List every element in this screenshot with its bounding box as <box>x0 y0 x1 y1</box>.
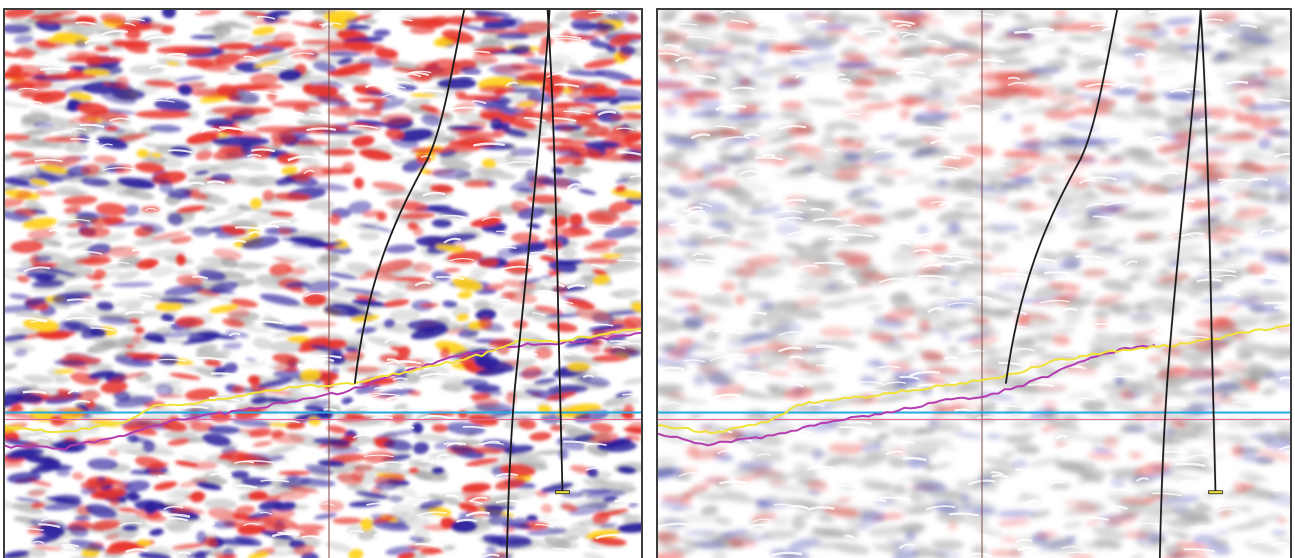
seismic-image-right <box>658 10 1290 558</box>
horizon-magenta <box>5 331 641 451</box>
horizon-yellow <box>5 327 641 434</box>
well-path-2 <box>1158 10 1202 558</box>
well-path-2 <box>505 10 551 558</box>
well-path-3 <box>546 10 564 493</box>
seismic-amplitude-texture <box>658 10 1290 558</box>
seismic-panel-left <box>3 8 643 558</box>
well-end-marker <box>1208 490 1223 495</box>
seismic-wave-streaks <box>658 10 1290 558</box>
seismic-image-left <box>5 10 641 558</box>
horizon-magenta <box>658 343 1156 447</box>
seismic-panel-right <box>656 8 1292 558</box>
horizon-yellow <box>658 323 1290 435</box>
well-path-1 <box>1004 10 1118 384</box>
well-path-3 <box>1199 10 1217 493</box>
well-path-1 <box>353 10 465 384</box>
well-end-marker <box>555 490 570 495</box>
